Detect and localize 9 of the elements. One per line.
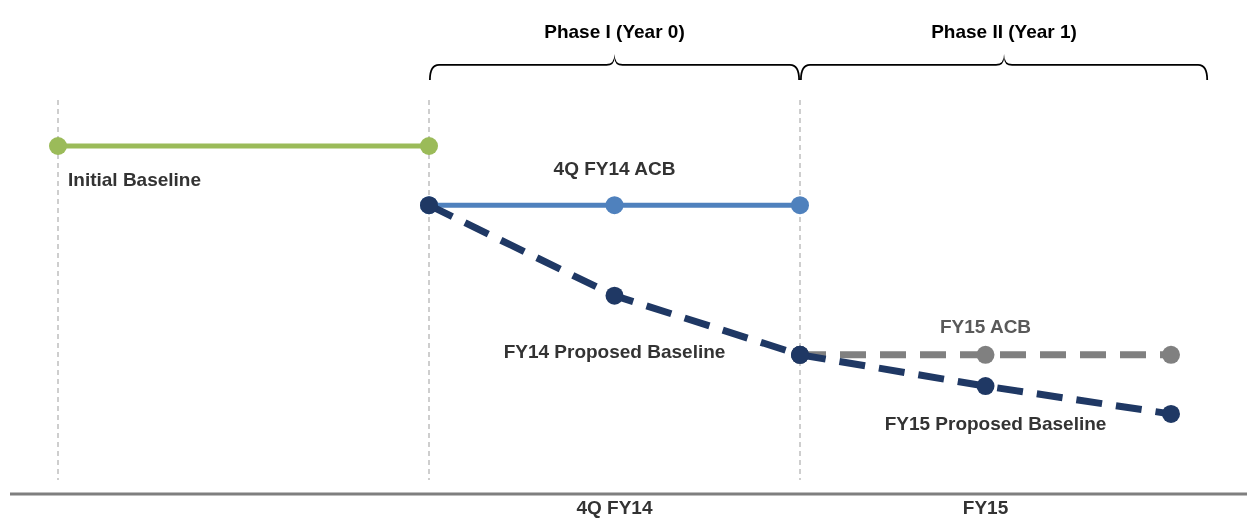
x-tick-label: FY15: [962, 497, 1009, 518]
series-label: Initial Baseline: [68, 169, 202, 190]
x-tick-label: 4Q FY14: [576, 497, 653, 518]
series-label: FY15 Proposed Baseline: [884, 413, 1107, 435]
text: Phase II (Year 1): [931, 21, 1077, 42]
series-label: 4Q FY14 ACB: [553, 158, 676, 180]
series-label: FY15 ACB: [939, 315, 1032, 337]
text: Phase I (Year 0): [544, 21, 685, 42]
series-label: FY14 Proposed Baseline: [503, 340, 726, 362]
